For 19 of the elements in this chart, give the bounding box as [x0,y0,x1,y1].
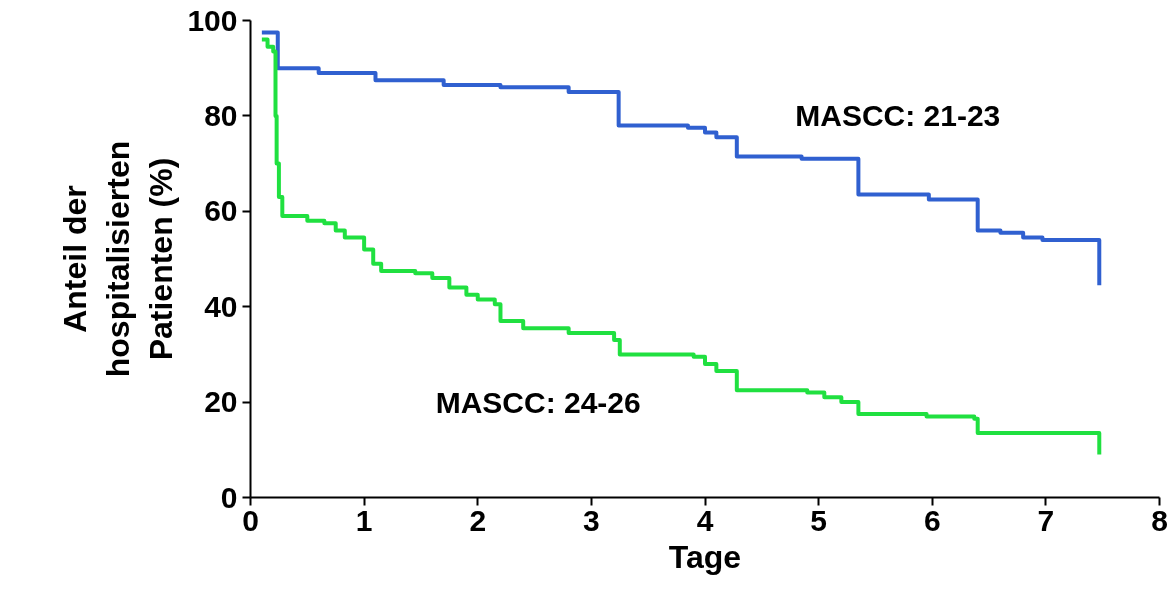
x-tick-label: 1 [355,503,373,537]
x-tick-label: 4 [696,503,714,537]
y-tick-label: 0 [220,480,238,514]
x-tick-label: 8 [1151,503,1168,537]
annotation: MASCC: 24-26 [435,385,641,419]
x-tick-label: 5 [810,503,827,537]
x-tick-label: 6 [923,503,941,537]
y-tick-label: 40 [204,289,238,323]
y-tick-label: 60 [204,194,238,228]
y-axis-title: Anteil der hospitalisierten Patienten (%) [57,140,180,378]
x-tick-label: 2 [469,503,487,537]
y-tick-label: 80 [204,98,238,132]
x-tick-label: 7 [1037,503,1055,537]
x-tick-label: 3 [583,503,600,537]
x-tick-label: 0 [242,503,259,537]
y-tick-label: 20 [204,385,238,419]
annotation: MASCC: 21-23 [795,99,1001,133]
x-axis-title: Tage [668,538,742,575]
y-tick-label: 100 [187,3,238,37]
